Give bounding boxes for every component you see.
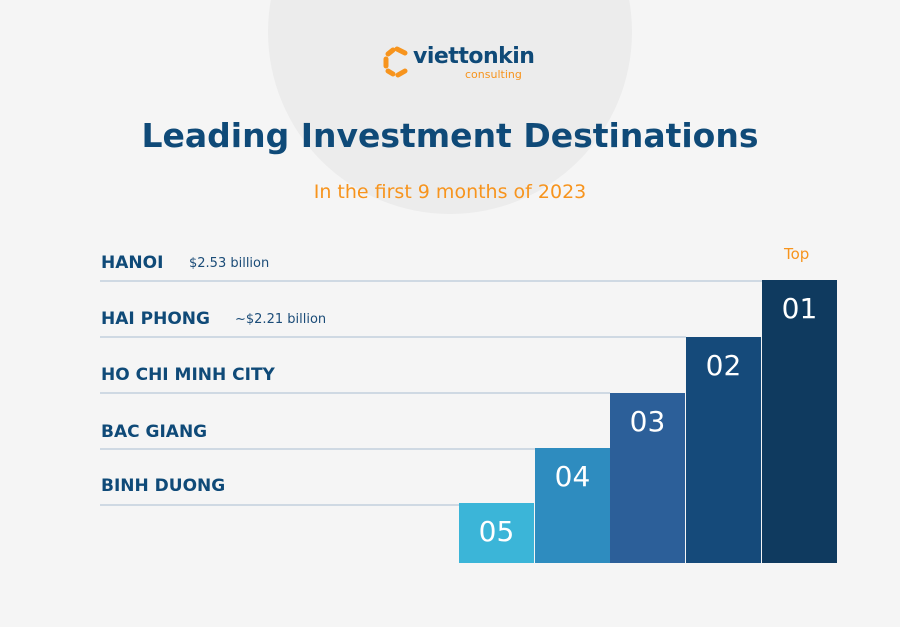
- divider: [100, 280, 762, 282]
- logo-name: viettonkin: [413, 44, 535, 69]
- subtitle: In the first 9 months of 2023: [313, 181, 587, 203]
- divider: [100, 392, 610, 394]
- rank-number: 04: [554, 460, 591, 493]
- rank-3-name: HO CHI MINH CITY: [101, 365, 275, 385]
- bar-rank-5: 05: [459, 503, 534, 563]
- bar-rank-3: 03: [610, 393, 685, 563]
- rank-number: 02: [705, 349, 742, 382]
- rank-number: 01: [781, 292, 818, 325]
- rank-1-name: HANOI: [101, 253, 164, 273]
- rank-1-value: $2.53 billion: [189, 256, 270, 271]
- rank-2-value: ~$2.21 billion: [235, 312, 327, 327]
- rank-number: 05: [478, 515, 515, 548]
- bar-rank-1: 01: [762, 280, 837, 563]
- rank-number: 03: [629, 405, 666, 438]
- page-title: Leading Investment Destinations: [141, 116, 759, 155]
- rank-4-name: BAC GIANG: [101, 422, 208, 442]
- divider: [100, 336, 686, 338]
- top-label: Top: [784, 245, 810, 263]
- logo-sub: consulting: [465, 68, 522, 81]
- divider: [100, 504, 459, 506]
- rank-2-name: HAI PHONG: [101, 309, 210, 329]
- rank-5-name: BINH DUONG: [101, 476, 226, 496]
- logo-hexagon-icon: [383, 46, 408, 78]
- bar-rank-4: 04: [535, 448, 610, 563]
- bar-rank-2: 02: [686, 337, 761, 563]
- divider: [100, 448, 535, 450]
